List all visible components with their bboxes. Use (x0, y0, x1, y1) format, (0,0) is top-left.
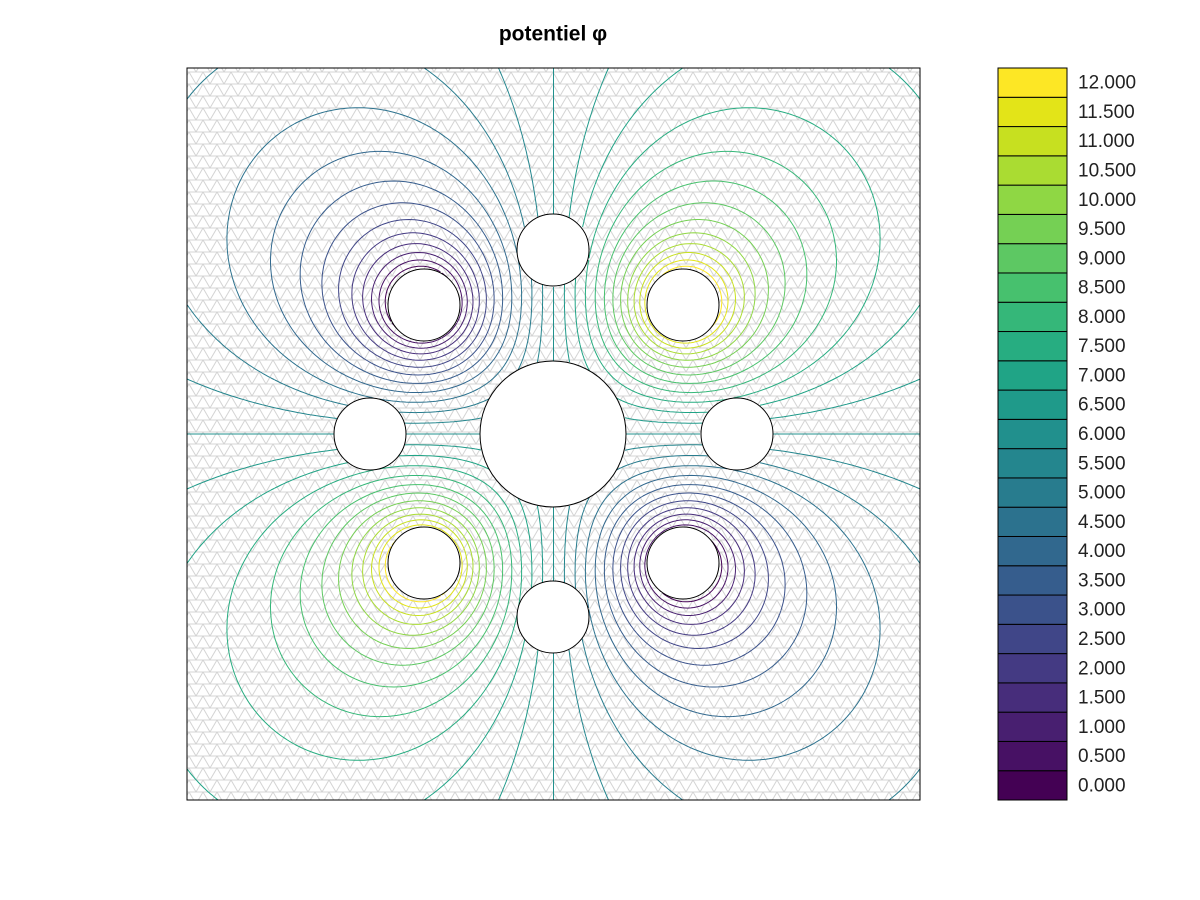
hole (646, 526, 720, 600)
colorbar-tick-label: 2.500 (1078, 629, 1126, 650)
chart-title: potentiel φ (499, 23, 607, 46)
colorbar-tick-label: 4.000 (1078, 541, 1126, 562)
colorbar-tick-label: 0.000 (1078, 775, 1126, 796)
colorbar-tick-label: 7.500 (1078, 336, 1126, 357)
colorbar-block (997, 126, 1068, 157)
colorbar-block (997, 184, 1068, 215)
hole (646, 268, 720, 342)
contour-line (187, 68, 920, 800)
contour-line (187, 68, 920, 800)
colorbar-block (997, 155, 1068, 186)
contour-line (371, 252, 736, 616)
contour-line (362, 243, 745, 625)
colorbar-tick-label: 0.500 (1078, 746, 1126, 767)
contour-line (321, 202, 786, 666)
colorbar-tick-label: 5.500 (1078, 453, 1126, 474)
contour-line (371, 252, 736, 616)
colorbar-tick-label: 7.000 (1078, 365, 1126, 386)
colorbar-block (997, 360, 1068, 391)
colorbar-tick-label: 4.500 (1078, 512, 1126, 533)
contour-line (270, 150, 837, 718)
colorbar-block (997, 418, 1068, 450)
contour-line (299, 180, 808, 688)
colorbar-tick-label: 5.000 (1078, 483, 1126, 504)
hole (479, 360, 627, 508)
holes (333, 213, 774, 654)
hole (387, 526, 461, 600)
colorbar-block (997, 272, 1068, 303)
colorbar: 0.000 0.500 1.000 1.500 2.000 2.500 3.000 3.500… (997, 67, 1136, 801)
hole (516, 580, 590, 654)
colorbar-tick-label: 11.500 (1078, 102, 1135, 123)
contour-line (226, 107, 881, 761)
colorbar-block (997, 448, 1068, 479)
colorbar-block (997, 67, 1068, 98)
colorbar-block (997, 506, 1068, 537)
colorbar-tick-label: 9.000 (1078, 248, 1126, 269)
contour-line (321, 202, 786, 666)
colorbar-block (997, 594, 1068, 625)
colorbar-block (997, 331, 1068, 362)
colorbar-block (997, 301, 1068, 333)
colorbar-tick-label: 8.500 (1078, 278, 1126, 299)
contour-line (351, 232, 756, 636)
contour-line (226, 107, 881, 761)
contour-line (351, 232, 756, 636)
colorbar-block (997, 770, 1068, 801)
colorbar-tick-label: 3.500 (1078, 570, 1126, 591)
contour-line (338, 219, 769, 649)
contour-line (338, 219, 769, 649)
colorbar-block (997, 740, 1068, 772)
colorbar-block (997, 653, 1068, 684)
contour-line (378, 259, 729, 609)
colorbar-tick-label: 6.000 (1078, 424, 1126, 445)
colorbar-tick-label: 10.000 (1078, 190, 1136, 211)
colorbar-block (997, 213, 1068, 245)
colorbar-block (997, 477, 1068, 508)
colorbar-tick-label: 2.000 (1078, 658, 1126, 679)
hole (387, 268, 461, 342)
colorbar-tick-label: 1.500 (1078, 688, 1126, 709)
plot-frame (186, 67, 921, 801)
contour-line (187, 68, 920, 800)
contour-line (362, 243, 745, 625)
colorbar-block (997, 682, 1068, 713)
colorbar-block (997, 535, 1068, 567)
colorbar-tick-label: 9.500 (1078, 219, 1126, 240)
contour-line (378, 259, 729, 609)
colorbar-block (997, 389, 1068, 420)
colorbar-tick-label: 1.000 (1078, 717, 1126, 738)
colorbar-block (997, 243, 1068, 274)
hole (700, 397, 774, 471)
colorbar-tick-label: 10.500 (1078, 160, 1136, 181)
hole (516, 213, 590, 287)
colorbar-block (997, 711, 1068, 742)
hole (333, 397, 407, 471)
colorbar-block (997, 623, 1068, 655)
colorbar-block (997, 96, 1068, 128)
contour-line (299, 180, 808, 688)
colorbar-tick-label: 12.000 (1078, 73, 1136, 94)
colorbar-tick-label: 8.000 (1078, 307, 1126, 328)
colorbar-tick-label: 3.000 (1078, 600, 1126, 621)
colorbar-tick-label: 11.000 (1078, 131, 1135, 152)
contour-line (270, 150, 837, 718)
colorbar-block (997, 565, 1068, 596)
colorbar-tick-label: 6.500 (1078, 395, 1126, 416)
